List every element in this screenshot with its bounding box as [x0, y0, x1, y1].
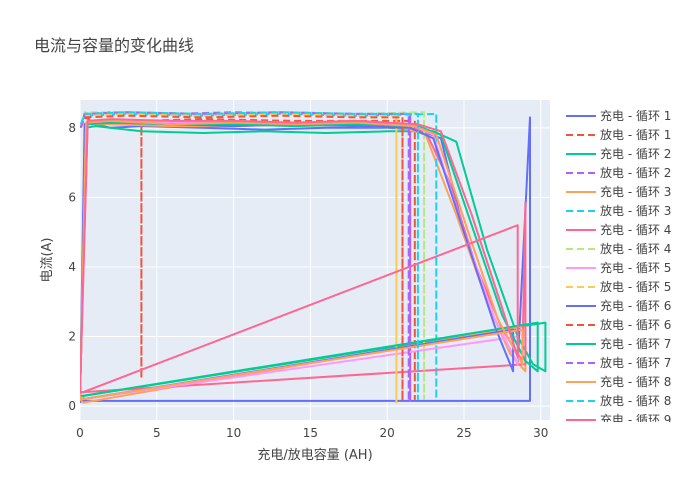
legend-label: 放电 - 循环 3	[600, 203, 671, 218]
legend-label: 充电 - 循环 6	[600, 298, 671, 313]
legend-label: 放电 - 循环 1	[600, 127, 671, 142]
legend-label: 放电 - 循环 4	[600, 241, 671, 256]
legend-item-16[interactable]: 放电 - 循环 8	[566, 393, 671, 408]
y-tick-label: 0	[68, 399, 76, 413]
x-axis-title: 充电/放电容量 (AH)	[257, 447, 372, 463]
legend-item-13[interactable]: 充电 - 循环 7	[566, 336, 671, 351]
legend-item-15[interactable]: 充电 - 循环 8	[566, 374, 671, 389]
series-line-2	[80, 116, 416, 401]
series-line-10	[80, 112, 398, 404]
legend[interactable]: 充电 - 循环 1 放电 - 循环 1 充电 - 循环 2 放电 - 循环 2 充电 -…	[566, 108, 671, 427]
axis-ticks: 0 5 10 15 20 25 30 0 2 4 6 8	[68, 121, 548, 440]
legend-label: 放电 - 循环 6	[600, 317, 671, 332]
series-line-16	[80, 111, 419, 401]
x-tick-label: 10	[226, 426, 241, 440]
y-tick-label: 2	[68, 330, 76, 344]
legend-label: 充电 - 循环 4	[600, 222, 671, 237]
legend-item-11[interactable]: 充电 - 循环 6	[566, 298, 671, 313]
legend-item-5[interactable]: 充电 - 循环 3	[566, 184, 671, 199]
legend-item-17[interactable]: 充电 - 循环 9	[566, 412, 671, 427]
series-line-17	[80, 118, 519, 394]
x-tick-label: 0	[76, 426, 84, 440]
legend-label: 充电 - 循环 8	[600, 374, 671, 389]
series-layer	[80, 111, 547, 404]
legend-label: 充电 - 循环 7	[600, 336, 671, 351]
legend-item-7[interactable]: 充电 - 循环 4	[566, 222, 671, 237]
x-tick-label: 20	[380, 426, 395, 440]
x-tick-label: 30	[533, 426, 548, 440]
legend-label: 充电 - 循环 9	[600, 412, 671, 427]
plot-area	[80, 100, 550, 420]
y-tick-label: 6	[68, 190, 76, 204]
legend-item-4[interactable]: 放电 - 循环 2	[566, 165, 671, 180]
series-line-15	[80, 119, 524, 401]
legend-label: 放电 - 循环 7	[600, 355, 671, 370]
legend-label: 放电 - 循环 2	[600, 165, 671, 180]
series-line-12	[80, 114, 404, 402]
y-tick-label: 4	[68, 260, 76, 274]
legend-label: 充电 - 循环 5	[600, 260, 671, 275]
legend-label: 充电 - 循环 1	[600, 108, 671, 123]
x-tick-label: 25	[456, 426, 471, 440]
legend-item-1[interactable]: 充电 - 循环 1	[566, 108, 671, 123]
legend-item-14[interactable]: 放电 - 循环 7	[566, 355, 671, 370]
legend-item-6[interactable]: 放电 - 循环 3	[566, 203, 671, 218]
chart-title: 电流与容量的变化曲线	[34, 36, 194, 55]
legend-label: 放电 - 循环 8	[600, 393, 671, 408]
y-axis-title: 电流(A)	[40, 237, 55, 282]
legend-item-9[interactable]: 充电 - 循环 5	[566, 260, 671, 275]
legend-item-12[interactable]: 放电 - 循环 6	[566, 317, 671, 332]
x-tick-label: 5	[153, 426, 161, 440]
legend-item-8[interactable]: 放电 - 循环 4	[566, 241, 671, 256]
legend-item-3[interactable]: 充电 - 循环 2	[566, 146, 671, 161]
legend-label: 放电 - 循环 5	[600, 279, 671, 294]
legend-label: 充电 - 循环 2	[600, 146, 671, 161]
legend-label: 充电 - 循环 3	[600, 184, 671, 199]
legend-item-2[interactable]: 放电 - 循环 1	[566, 127, 671, 142]
x-tick-label: 15	[303, 426, 318, 440]
legend-item-10[interactable]: 放电 - 循环 5	[566, 279, 671, 294]
grid	[79, 100, 550, 420]
y-tick-label: 8	[68, 121, 76, 135]
